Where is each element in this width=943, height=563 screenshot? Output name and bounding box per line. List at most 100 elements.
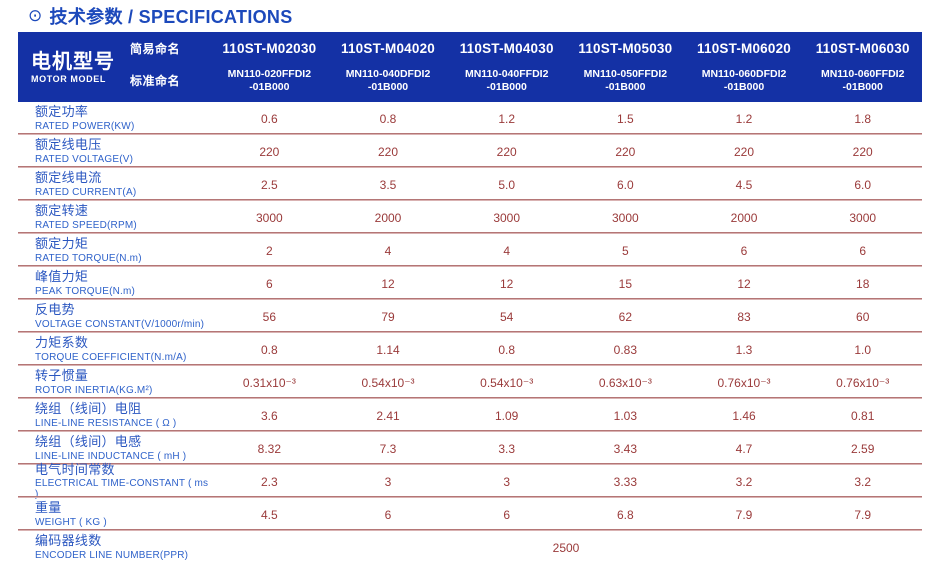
row-label-cell: 重量 WEIGHT ( KG ) bbox=[18, 500, 210, 528]
value-cell: 220 bbox=[259, 144, 280, 159]
value-cell: 3000 bbox=[612, 210, 639, 225]
row-values: 2.3 3 3 3.33 3.2 3.2 bbox=[210, 475, 922, 489]
value-cell: 56 bbox=[262, 309, 277, 324]
value-cell: 0.81 bbox=[851, 408, 875, 423]
model-column-header: 110ST-M02030 MN110-020FFDI2 -01B000 bbox=[210, 32, 329, 102]
model-column-header: 110ST-M06020 MN110-060DFDI2 -01B000 bbox=[685, 32, 804, 102]
table-row: 转子惯量 ROTOR INERTIA(KG.M²) 0.31x10⁻³ 0.54x10… bbox=[18, 366, 922, 399]
value-cell: 2.5 bbox=[260, 177, 278, 192]
table-row: 额定功率 RATED POWER(KW) 0.6 0.8 1.2 1.5 1.2 1.8 bbox=[18, 102, 922, 135]
standard-model-name: MN110-060FFDI2 -01B000 bbox=[820, 67, 905, 93]
row-label-zh: 绕组（线间）电阻 bbox=[35, 401, 142, 417]
model-column-header: 110ST-M04030 MN110-040FFDI2 -01B000 bbox=[447, 32, 566, 102]
value-cell: 0.76x10⁻³ bbox=[836, 375, 890, 390]
value-cell: 3 bbox=[503, 474, 511, 489]
motor-model-label-en: MOTOR MODEL bbox=[31, 73, 106, 84]
value-cell: 6.8 bbox=[617, 507, 634, 522]
table-row: 额定力矩 RATED TORQUE(N.m) 2 4 4 5 6 6 bbox=[18, 234, 922, 267]
value-cell: 60 bbox=[856, 309, 870, 324]
value-cell: 5.0 bbox=[498, 177, 516, 192]
table-row: 电气时间常数 ELECTRICAL TIME-CONSTANT ( ms ) 2.3… bbox=[18, 462, 922, 501]
value-cell: 5 bbox=[622, 243, 629, 258]
value-cell: 6.0 bbox=[854, 177, 872, 192]
row-label-cell: 反电势 VOLTAGE CONSTANT(V/1000r/min) bbox=[18, 302, 210, 330]
table-row: 重量 WEIGHT ( KG ) 4.5 6 6 6.8 7.9 7.9 bbox=[18, 498, 922, 531]
standard-model-name: MN110-040FFDI2 -01B000 bbox=[464, 67, 549, 93]
value-cell: 0.54x10⁻³ bbox=[480, 375, 534, 390]
value-cell: 7.3 bbox=[379, 441, 397, 456]
value-cell: 1.09 bbox=[495, 408, 519, 423]
table-row: 绕组（线间）电阻 LINE-LINE RESISTANCE ( Ω ) 3.6 2.4… bbox=[18, 399, 922, 432]
value-cell: 4.5 bbox=[735, 177, 753, 192]
row-label-en: ELECTRICAL TIME-CONSTANT ( ms ) bbox=[35, 478, 209, 501]
row-label-cell: 转子惯量 ROTOR INERTIA(KG.M²) bbox=[18, 368, 210, 396]
row-values: 220 220 220 220 220 220 bbox=[210, 145, 922, 159]
standard-model-name: MN110-020FFDI2 -01B000 bbox=[227, 67, 312, 93]
page-title: ⊙ 技术参数 / SPECIFICATIONS bbox=[0, 0, 943, 32]
value-cell: 54 bbox=[500, 309, 514, 324]
value-cell: 6 bbox=[740, 243, 748, 258]
table-row: 绕组（线间）电感 LINE-LINE INDUCTANCE ( mH ) 8.32 7… bbox=[18, 432, 922, 465]
model-column-header: 110ST-M06030 MN110-060FFDI2 -01B000 bbox=[803, 32, 922, 102]
row-label-en: WEIGHT ( KG ) bbox=[35, 516, 107, 528]
row-label-en: RATED TORQUE(N.m) bbox=[35, 252, 142, 264]
value-cell: 3000 bbox=[849, 210, 877, 225]
value-cell: 3.43 bbox=[613, 441, 638, 456]
value-cell: 220 bbox=[615, 144, 636, 159]
value-cell: 4.5 bbox=[260, 507, 278, 522]
value-cell: 15 bbox=[618, 276, 633, 291]
value-cell: 220 bbox=[496, 144, 517, 159]
row-label-en: RATED CURRENT(A) bbox=[35, 186, 137, 198]
row-values: 3.6 2.41 1.09 1.03 1.46 0.81 bbox=[210, 409, 922, 423]
value-cell: 0.54x10⁻³ bbox=[361, 375, 415, 390]
standard-model-name: MN110-040DFDI2 -01B000 bbox=[345, 67, 431, 93]
standard-naming-label: 标准命名 bbox=[130, 74, 181, 88]
value-cell: 2.3 bbox=[260, 474, 278, 489]
row-values: 0.6 0.8 1.2 1.5 1.2 1.8 bbox=[210, 112, 922, 126]
value-cell: 1.5 bbox=[617, 111, 634, 126]
row-label-cell: 额定力矩 RATED TORQUE(N.m) bbox=[18, 236, 210, 264]
table-row-encoder: 编码器线数 ENCODER LINE NUMBER(PPR) 2500 bbox=[18, 531, 922, 563]
row-label-cell: 额定转速 RATED SPEED(RPM) bbox=[18, 203, 210, 231]
value-cell: 1.03 bbox=[613, 408, 638, 423]
row-label-cell: 力矩系数 TORQUE COEFFICIENT(N.m/A) bbox=[18, 335, 210, 363]
value-cell: 1.0 bbox=[854, 342, 872, 357]
row-label-zh: 绕组（线间）电感 bbox=[35, 434, 142, 450]
simple-model-name: 110ST-M06020 bbox=[697, 41, 791, 56]
value-cell: 2000 bbox=[374, 210, 402, 225]
row-label-cell: 额定线电压 RATED VOLTAGE(V) bbox=[18, 137, 210, 165]
value-cell: 3.5 bbox=[379, 177, 397, 192]
value-cell: 1.8 bbox=[854, 111, 872, 126]
row-values: 56 79 54 62 83 60 bbox=[210, 310, 922, 324]
row-label-zh: 额定力矩 bbox=[35, 236, 89, 252]
row-label-zh: 编码器线数 bbox=[35, 533, 102, 549]
row-label-zh: 转子惯量 bbox=[35, 368, 89, 384]
row-label-en: VOLTAGE CONSTANT(V/1000r/min) bbox=[35, 318, 205, 330]
row-label-cell: 电气时间常数 ELECTRICAL TIME-CONSTANT ( ms ) bbox=[18, 462, 210, 501]
row-label-zh: 峰值力矩 bbox=[35, 269, 89, 285]
simple-model-name: 110ST-M05030 bbox=[578, 41, 673, 56]
value-cell: 18 bbox=[856, 276, 870, 291]
row-label-en: ENCODER LINE NUMBER(PPR) bbox=[35, 549, 189, 561]
value-cell: 4.7 bbox=[735, 441, 753, 456]
value-cell: 1.2 bbox=[735, 111, 753, 126]
value-cell: 0.76x10⁻³ bbox=[717, 375, 771, 390]
row-label-zh: 额定线电流 bbox=[35, 170, 102, 186]
value-cell: 3.6 bbox=[260, 408, 278, 423]
value-cell: 83 bbox=[737, 309, 751, 324]
row-label-zh: 力矩系数 bbox=[35, 335, 89, 351]
row-label-en: PEAK TORQUE(N.m) bbox=[35, 285, 136, 297]
value-cell: 2000 bbox=[730, 210, 758, 225]
value-cell: 0.8 bbox=[498, 342, 516, 357]
simple-model-name: 110ST-M04020 bbox=[341, 41, 435, 56]
row-label-zh: 额定功率 bbox=[35, 104, 89, 120]
row-values: 0.31x10⁻³ 0.54x10⁻³ 0.54x10⁻³ 0.63x10⁻³ 0.76… bbox=[210, 376, 922, 390]
table-header: 电机型号 MOTOR MODEL 简易命名 标准命名 110ST-M02030 M… bbox=[18, 32, 922, 102]
row-values: 3000 2000 3000 3000 2000 3000 bbox=[210, 211, 922, 225]
table-row: 反电势 VOLTAGE CONSTANT(V/1000r/min) 56 79 54 62… bbox=[18, 300, 922, 333]
row-label-cell: 编码器线数 ENCODER LINE NUMBER(PPR) bbox=[18, 533, 210, 561]
value-cell: 6 bbox=[265, 276, 273, 291]
value-cell: 220 bbox=[734, 144, 755, 159]
value-cell: 3000 bbox=[493, 210, 521, 225]
value-cell: 7.9 bbox=[735, 507, 753, 522]
